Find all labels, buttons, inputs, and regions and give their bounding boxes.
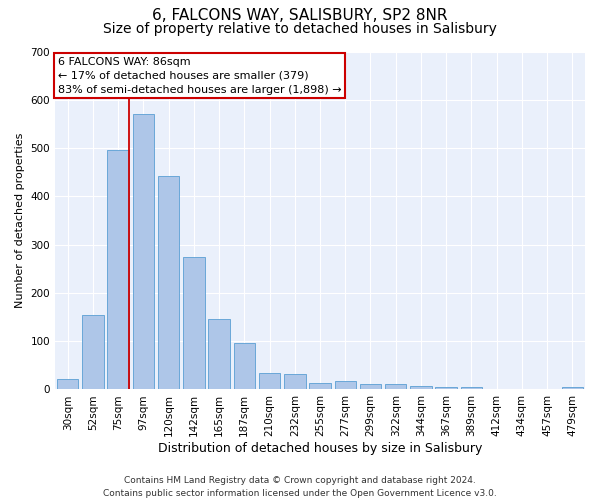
Bar [158,176,179,390]
Bar [385,384,406,390]
Bar [410,386,431,390]
Bar [107,150,129,390]
Bar [133,114,154,390]
Text: 6 FALCONS WAY: 86sqm
← 17% of detached houses are smaller (379)
83% of semi-deta: 6 FALCONS WAY: 86sqm ← 17% of detached h… [58,56,341,94]
Bar [436,387,457,390]
Bar [335,382,356,390]
Bar [82,314,104,390]
Text: Size of property relative to detached houses in Salisbury: Size of property relative to detached ho… [103,22,497,36]
Bar [284,374,305,390]
X-axis label: Distribution of detached houses by size in Salisbury: Distribution of detached houses by size … [158,442,482,455]
Bar [57,379,79,390]
Bar [233,342,255,390]
Bar [208,320,230,390]
Text: Contains HM Land Registry data © Crown copyright and database right 2024.
Contai: Contains HM Land Registry data © Crown c… [103,476,497,498]
Bar [562,386,583,390]
Y-axis label: Number of detached properties: Number of detached properties [15,133,25,308]
Bar [183,256,205,390]
Text: 6, FALCONS WAY, SALISBURY, SP2 8NR: 6, FALCONS WAY, SALISBURY, SP2 8NR [152,8,448,22]
Bar [259,372,280,390]
Bar [360,384,381,390]
Bar [309,382,331,390]
Bar [461,387,482,390]
